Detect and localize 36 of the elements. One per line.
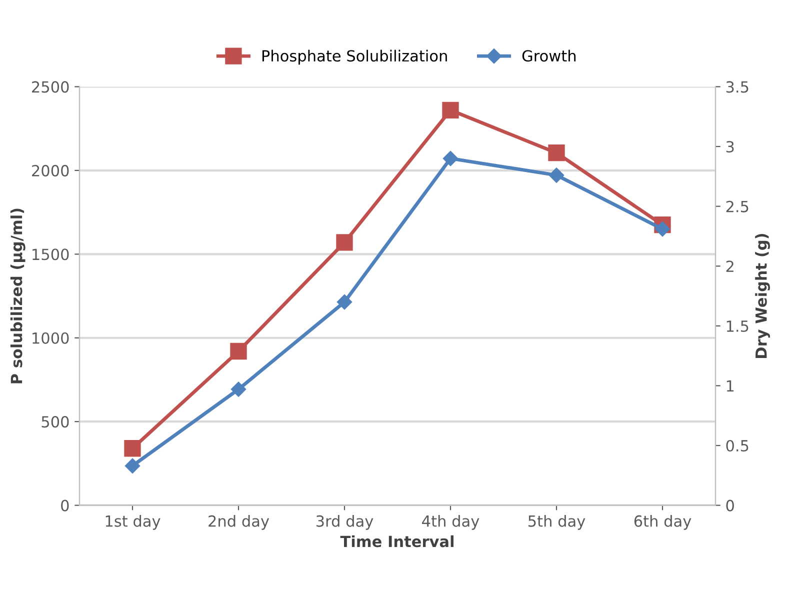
y-tick-label: 2500 [32,81,69,93]
point [336,294,352,310]
y2-tick-label: 1 [726,380,734,392]
legend-label: Growth [522,50,576,62]
point [548,168,564,183]
y-tick-label: 1500 [32,248,69,260]
point [124,458,140,474]
y2-tick-label: 2.5 [726,200,748,212]
point [230,342,247,360]
x-tick-label: 3rd day [316,515,374,530]
point [654,221,670,237]
x-tick-label: 5th day [528,515,586,530]
y2-tick-label: 2 [726,260,734,272]
point [124,440,141,457]
y-tick-label: 0 [61,500,69,512]
y-tick-label: 1000 [32,332,69,344]
y2-tick-label: 3 [726,140,734,153]
x-tick-label: 6th day [634,515,692,530]
point [336,234,353,251]
legend-label: Phosphate Solubilization [262,50,447,65]
y-tick-label: 2000 [32,164,69,176]
y-axis-title: P solubilized (µg/ml) [10,208,26,384]
point [230,382,246,397]
y2-tick-label: 3.5 [726,81,748,93]
point [442,150,458,166]
point [548,144,565,162]
x-tick-label: 4th day [422,515,480,530]
y2-tick-label: 0 [726,500,734,512]
y2-tick-label: 0.5 [726,440,748,452]
point [442,102,459,118]
y2-axis-title: Dry Weight (g) [755,234,770,358]
x-tick-label: 2nd day [208,515,270,530]
x-axis-title: Time Interval [340,535,454,548]
y-tick-label: 500 [42,416,69,428]
x-tick-label: 1st day [106,515,160,530]
y2-tick-label: 1.5 [726,320,748,332]
